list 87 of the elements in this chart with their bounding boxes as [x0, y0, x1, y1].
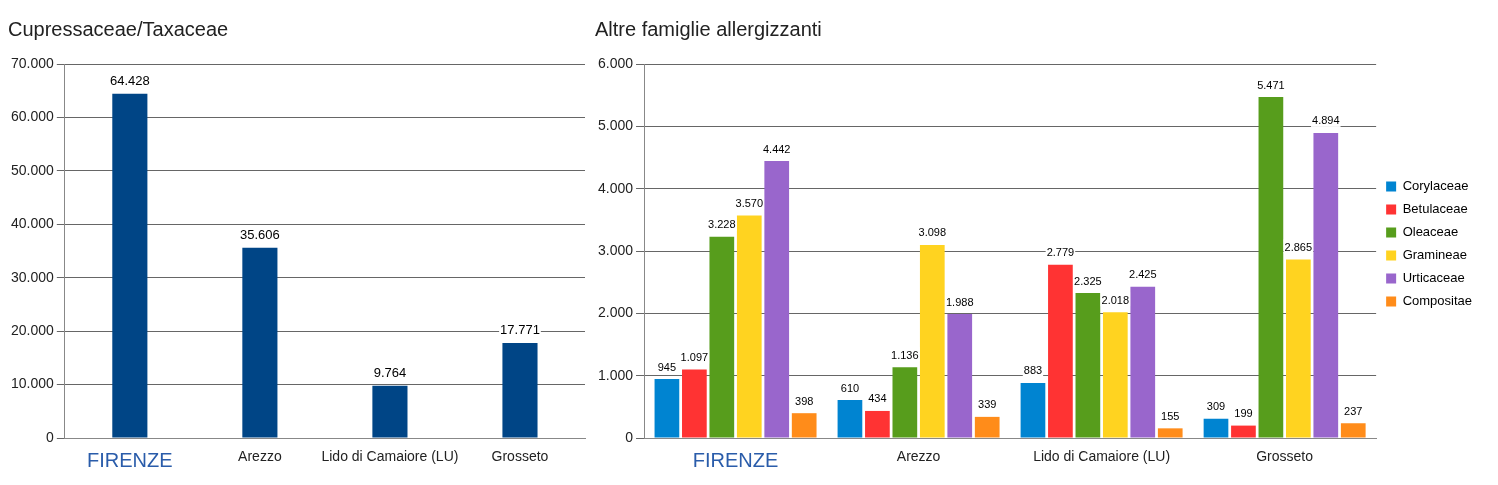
legend-label: Urticaceae [1402, 270, 1465, 286]
data-label: 155 [1161, 409, 1180, 422]
data-label: 945 [657, 360, 677, 373]
y-tick-label: 20.000 [10, 322, 55, 338]
bar [1048, 264, 1073, 438]
data-label: 199 [1234, 407, 1253, 420]
data-label: 1.097 [680, 351, 709, 364]
bar [764, 161, 790, 438]
x-tick-label: Lido di Camaiore (LU) [1033, 448, 1171, 465]
x-tick-label: Arezzo [896, 448, 941, 465]
x-tick-label: Grosseto [491, 448, 549, 465]
x-tick-label: Lido di Camaiore (LU) [321, 448, 459, 465]
x-tick-label: Grosseto [1256, 448, 1314, 465]
y-tick-label: 2.000 [597, 304, 634, 321]
y-tick-label: 70.000 [10, 54, 55, 71]
data-label: 237 [1344, 404, 1363, 417]
bar [242, 247, 278, 438]
data-label: 64.428 [109, 72, 150, 88]
data-label: 3.570 [735, 197, 764, 209]
bar [1102, 312, 1128, 438]
bar [1130, 286, 1156, 438]
data-label: 17.771 [500, 322, 540, 338]
y-tick-label: 5.000 [597, 117, 634, 134]
bar [865, 410, 890, 438]
legend-label: Gramineae [1402, 247, 1467, 263]
bar [1258, 96, 1284, 438]
y-tick-label: 30.000 [10, 268, 55, 285]
data-label: 2.325 [1074, 274, 1102, 287]
bar [1203, 418, 1229, 438]
data-label: 1.136 [891, 348, 919, 361]
data-label: 9.764 [373, 364, 407, 380]
legend-label: Betulaceae [1402, 201, 1468, 217]
x-tick-label: FIRENZE [692, 448, 779, 471]
data-label: 339 [978, 398, 997, 411]
data-label: 2.425 [1129, 268, 1157, 281]
bar [892, 367, 918, 438]
data-label: 2.865 [1284, 240, 1313, 253]
y-tick-label: 4.000 [597, 179, 634, 196]
data-label: 309 [1206, 400, 1226, 413]
y-tick-label: 3.000 [597, 241, 634, 258]
y-tick-label: 60.000 [10, 108, 55, 125]
legend-label: Oleaceae [1402, 224, 1459, 240]
bar [1285, 259, 1311, 438]
y-tick-label: 0 [625, 428, 634, 445]
bar [1340, 423, 1366, 438]
data-label: 3.228 [708, 218, 736, 231]
bar [682, 369, 707, 438]
y-tick-label: 0 [46, 428, 55, 445]
chart-title: Cupressaceae/Taxaceae [8, 17, 229, 40]
legend-label: Compositae [1402, 293, 1473, 309]
chart-title: Altre famiglie allergizzanti [595, 17, 822, 40]
bar [1075, 293, 1101, 438]
data-label: 2.779 [1046, 246, 1075, 259]
y-tick-label: 1.000 [597, 366, 634, 383]
bar [654, 379, 680, 438]
legend-label: Corylaceae [1402, 178, 1469, 194]
data-label: 2.018 [1101, 293, 1130, 306]
data-label: 35.606 [240, 226, 280, 242]
bar [974, 416, 1000, 438]
data-label: 1.988 [945, 295, 974, 308]
bar [1231, 425, 1256, 438]
y-tick-label: 10.000 [10, 375, 55, 392]
bar [791, 413, 817, 438]
bar [736, 215, 762, 438]
y-tick-label: 50.000 [10, 161, 55, 178]
bar [112, 93, 148, 438]
bar [1020, 382, 1046, 438]
data-label: 3.098 [918, 226, 947, 239]
y-tick-label: 40.000 [10, 215, 55, 232]
data-label: 434 [868, 392, 887, 405]
bar [372, 385, 408, 438]
data-label: 4.442 [762, 142, 791, 155]
data-label: 5.471 [1257, 78, 1285, 91]
bar [1313, 132, 1339, 438]
x-tick-label: Arezzo [238, 448, 282, 465]
data-label: 398 [795, 394, 814, 407]
bar [709, 236, 735, 438]
bar [1157, 428, 1183, 438]
bar [947, 314, 973, 438]
y-tick-label: 6.000 [597, 54, 634, 71]
data-label: 4.894 [1312, 114, 1340, 127]
bar [919, 244, 945, 438]
bar [502, 343, 538, 438]
data-label: 883 [1023, 364, 1043, 377]
data-label: 610 [840, 381, 860, 394]
x-tick-label: FIRENZE [87, 448, 173, 471]
bar [837, 399, 863, 438]
